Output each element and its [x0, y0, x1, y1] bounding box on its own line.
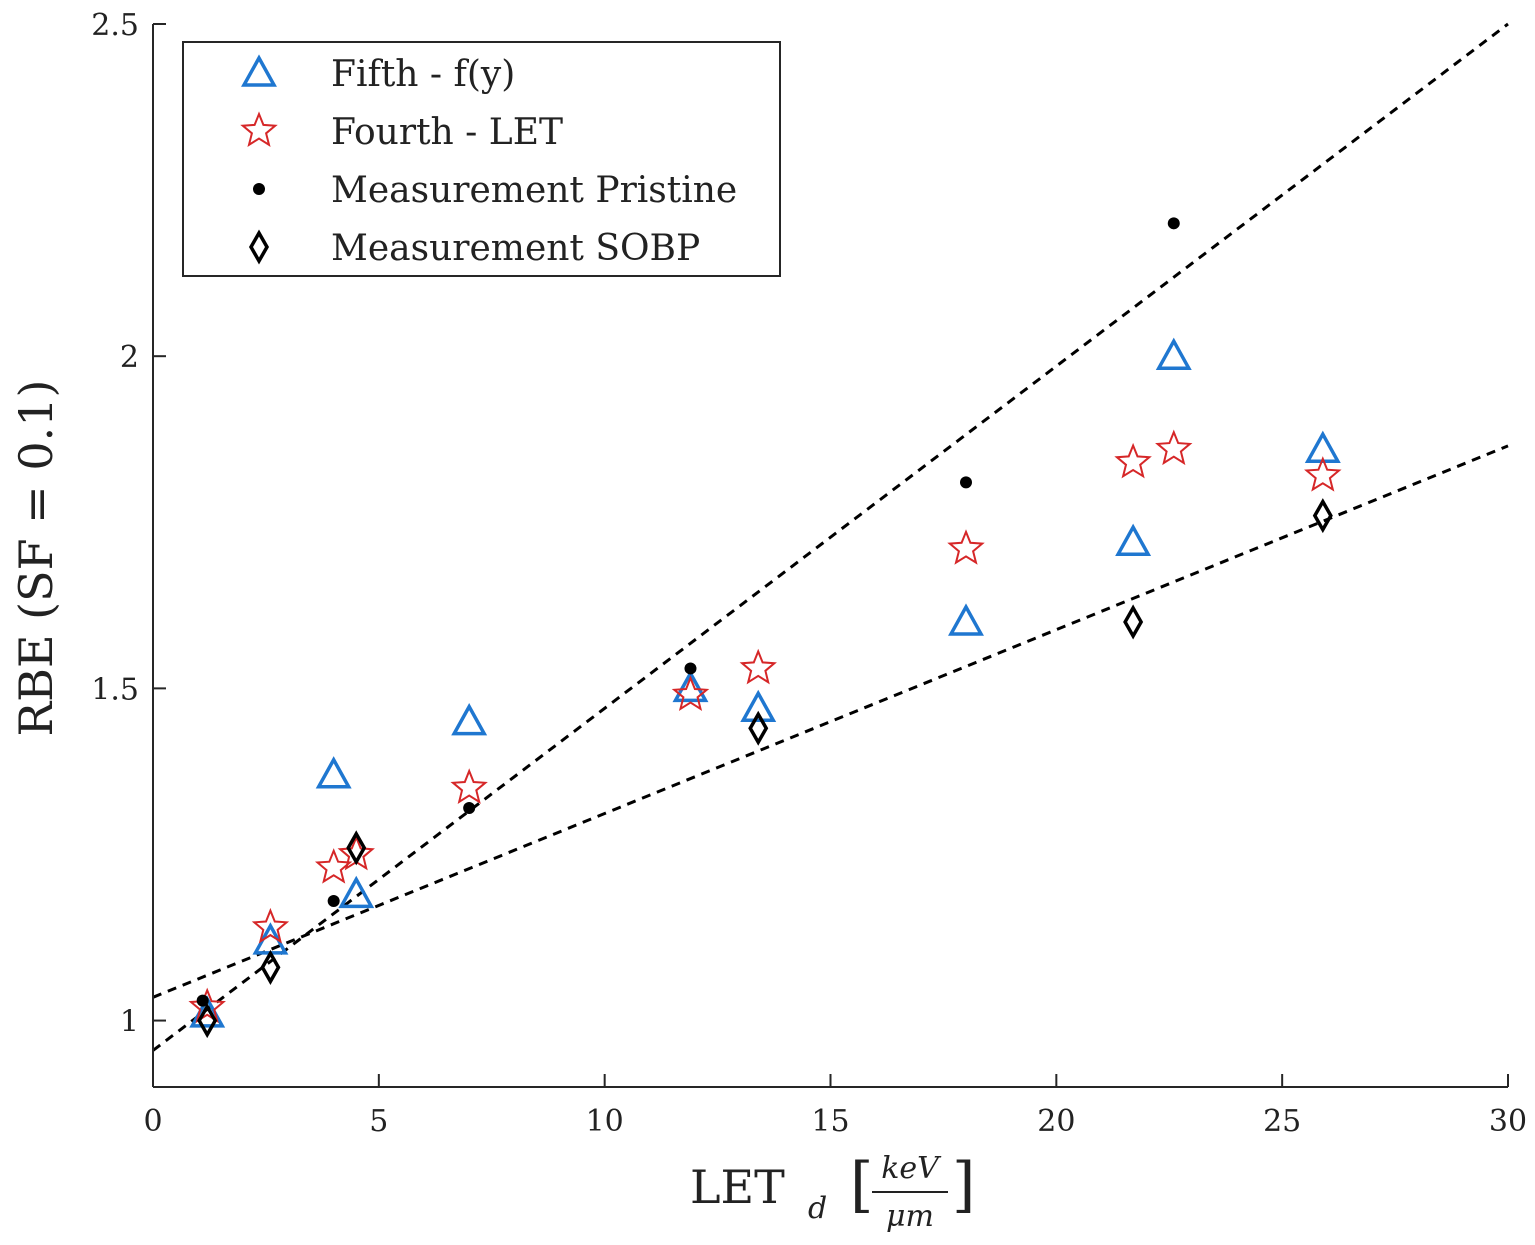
series-measurement-sobp — [197, 498, 1333, 1039]
x-axis-unit-numerator: keV — [881, 1151, 942, 1186]
x-tick-label: 10 — [586, 1104, 624, 1139]
diamond-point — [346, 830, 367, 866]
y-tick-label: 1 — [120, 1005, 139, 1040]
x-tick-label: 30 — [1489, 1104, 1527, 1139]
legend-label: Fourth - LET — [331, 112, 563, 153]
diamond-point — [1312, 498, 1333, 534]
y-tick-label: 2 — [120, 340, 139, 375]
diamond-point — [1123, 604, 1144, 640]
x-tick-label: 0 — [143, 1104, 162, 1139]
x-axis-label-main: LET — [690, 1160, 785, 1214]
ticks: 0 5 10 15 20 25 30 1 1.5 2 2.5 — [91, 8, 1527, 1139]
y-axis-label: RBE (SF = 0.1) — [9, 380, 63, 737]
star-point — [1114, 442, 1152, 479]
triangle-point — [451, 702, 488, 736]
diamond-point — [748, 710, 769, 746]
legend-label: Measurement Pristine — [331, 170, 737, 211]
legend-dot-marker — [253, 183, 265, 195]
x-axis-label-open-bracket: [ — [850, 1150, 873, 1220]
legend-triangle-marker — [241, 54, 277, 87]
star-point — [739, 648, 777, 685]
diamond-point — [260, 949, 281, 985]
legend-box — [182, 41, 781, 277]
dot-point — [463, 801, 476, 814]
triangle-point — [740, 689, 777, 723]
fit-line-1 — [152, 22, 1509, 1052]
y-tick-label: 1.5 — [91, 672, 139, 707]
dot-point — [684, 662, 697, 675]
dot-point — [196, 994, 209, 1007]
legend-label: Fifth - f(y) — [331, 54, 515, 95]
star-point — [251, 907, 290, 944]
x-tick-label: 25 — [1263, 1104, 1301, 1139]
star-point — [188, 987, 226, 1024]
star-point — [314, 848, 353, 884]
dot-point — [1167, 217, 1180, 230]
x-axis-label-subscript: d — [808, 1191, 827, 1226]
dot-point — [960, 476, 972, 489]
data-points — [188, 217, 1342, 1039]
legend-star-marker — [240, 111, 278, 147]
triangle-point — [1155, 337, 1192, 370]
series-measurement-pristine — [196, 217, 1180, 1007]
fit-lines — [152, 22, 1509, 1052]
legend: Fifth - f(y) Fourth - LET Measurement Pris… — [182, 41, 781, 277]
star-point — [1155, 429, 1193, 466]
triangle-point — [315, 756, 352, 789]
x-tick-label: 15 — [811, 1104, 849, 1139]
triangle-point — [1115, 523, 1152, 556]
triangle-point — [338, 875, 375, 909]
series-fourth-let — [188, 429, 1342, 1024]
y-tick-label: 2.5 — [91, 8, 139, 43]
legend-diamond-marker — [248, 229, 270, 265]
x-tick-label: 5 — [369, 1104, 388, 1139]
series-fifth-f-y — [189, 337, 1341, 1028]
x-axis-unit-denominator: μm — [886, 1199, 934, 1234]
dot-point — [327, 894, 340, 907]
star-point — [450, 768, 488, 804]
fit-line-2 — [152, 444, 1509, 999]
x-tick-label: 20 — [1037, 1104, 1075, 1139]
triangle-point — [672, 669, 709, 703]
star-point — [1304, 456, 1342, 492]
x-axis-label-close-bracket: ] — [952, 1150, 975, 1220]
star-point — [671, 675, 710, 711]
legend-label: Measurement SOBP — [331, 228, 700, 269]
diamond-point — [197, 1003, 218, 1039]
triangle-point — [948, 603, 984, 636]
x-axis-label: LET d [ keV μm ] — [690, 1150, 975, 1234]
star-point — [947, 529, 985, 565]
